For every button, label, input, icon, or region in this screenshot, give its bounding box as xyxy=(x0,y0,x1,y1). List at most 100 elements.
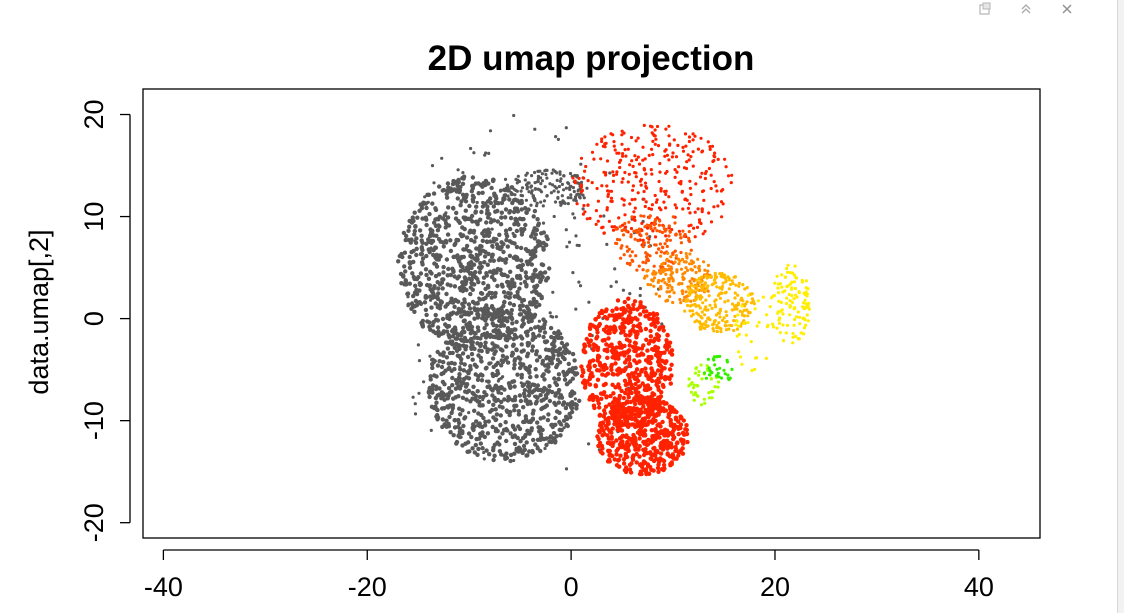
scatter-point xyxy=(621,177,625,181)
scatter-point xyxy=(615,368,620,373)
scatter-point xyxy=(796,310,800,314)
scatter-point xyxy=(565,381,570,386)
scatter-point xyxy=(804,279,809,283)
scatter-point xyxy=(645,236,650,240)
scatter-point xyxy=(568,187,572,192)
close-icon[interactable] xyxy=(1058,2,1076,20)
scatter-point xyxy=(713,155,717,159)
scatter-point xyxy=(698,327,703,331)
scatter-point xyxy=(688,309,692,313)
scatter-point xyxy=(488,258,493,263)
scatter-point xyxy=(538,416,543,421)
scatter-point xyxy=(530,174,534,178)
scatter-point xyxy=(718,354,722,358)
scatter-point xyxy=(479,348,484,354)
scatter-point xyxy=(485,231,490,236)
scatter-point xyxy=(470,340,475,345)
scatter-point xyxy=(600,372,605,377)
scatter-point xyxy=(607,219,612,223)
scatter-point xyxy=(507,295,512,300)
scatter-point xyxy=(687,377,691,381)
scatter-point xyxy=(590,181,594,185)
scatter-point xyxy=(598,391,604,396)
scatter-point xyxy=(619,388,624,394)
scatter-point xyxy=(434,262,439,266)
scatter-point xyxy=(638,293,642,298)
scatter-point xyxy=(640,381,645,386)
scatter-point xyxy=(409,237,414,242)
scatter-point xyxy=(588,322,593,327)
scatter-point xyxy=(537,354,542,360)
scatter-point xyxy=(506,290,511,296)
scatter-point xyxy=(497,442,502,447)
scatter-point xyxy=(635,307,640,312)
scatter-point xyxy=(692,383,696,387)
scatter-point xyxy=(483,182,488,188)
scatter-point xyxy=(648,334,654,339)
scatter-point xyxy=(773,281,777,285)
scatter-point xyxy=(687,384,691,388)
scatter-point xyxy=(650,420,655,425)
x-tick-label: -20 xyxy=(348,572,387,602)
scatter-point xyxy=(539,295,544,301)
scatter-point xyxy=(521,315,527,320)
scatter-point xyxy=(437,386,442,391)
scatter-point xyxy=(507,253,513,258)
scatter-point xyxy=(603,135,607,139)
scatter-point xyxy=(559,332,563,336)
scatter-point xyxy=(623,390,628,396)
scatter-point xyxy=(524,284,529,289)
scatter-point xyxy=(458,256,463,261)
scatter-point xyxy=(488,196,493,201)
scatter-point xyxy=(703,268,707,272)
scatter-point xyxy=(480,248,486,253)
scatter-point xyxy=(543,278,549,283)
scatter-point xyxy=(640,400,645,406)
scatter-point xyxy=(524,210,529,215)
scatter-point xyxy=(656,333,662,339)
scatter-point xyxy=(641,447,646,452)
scatter-point xyxy=(500,431,505,436)
scatter-point xyxy=(446,361,451,366)
scatter-point xyxy=(752,302,756,306)
maximize-icon[interactable] xyxy=(1017,2,1035,20)
scatter-point xyxy=(665,258,669,262)
scatter-point xyxy=(533,199,537,203)
scatter-point xyxy=(624,337,630,342)
scatter-point xyxy=(456,177,461,183)
scatter-point xyxy=(412,232,417,237)
popout-icon[interactable] xyxy=(976,2,994,20)
scatter-point xyxy=(684,290,688,294)
scatter-point xyxy=(669,265,673,269)
scatter-point xyxy=(567,240,572,244)
scatter-point xyxy=(667,158,671,162)
scatter-point xyxy=(548,434,553,439)
scatter-point xyxy=(680,451,686,456)
scatter-point xyxy=(665,332,670,338)
scatter-point xyxy=(781,323,785,327)
scatter-point xyxy=(475,315,481,320)
scatter-point xyxy=(417,208,422,213)
scatter-point xyxy=(456,394,461,399)
scatter-point xyxy=(424,295,429,300)
scatter-point xyxy=(653,142,657,146)
scatter-point xyxy=(463,384,469,389)
scatter-point xyxy=(533,232,538,237)
scatter-point xyxy=(720,291,724,295)
scatter-point xyxy=(532,268,538,273)
scatter-point xyxy=(628,310,633,315)
scatter-point xyxy=(493,200,498,206)
scatter-point xyxy=(670,423,675,428)
scatter-point xyxy=(662,251,667,255)
scatter-point xyxy=(493,362,499,368)
scatter-point xyxy=(673,168,677,172)
scatter-point xyxy=(566,361,571,367)
scatter-point xyxy=(785,270,790,274)
window-edge-scrollbar[interactable] xyxy=(1117,0,1124,613)
scatter-point xyxy=(768,305,772,309)
scatter-point xyxy=(596,219,600,223)
scatter-point xyxy=(607,459,612,464)
scatter-point xyxy=(617,464,622,469)
scatter-point xyxy=(499,200,505,206)
scatter-point xyxy=(671,300,675,305)
